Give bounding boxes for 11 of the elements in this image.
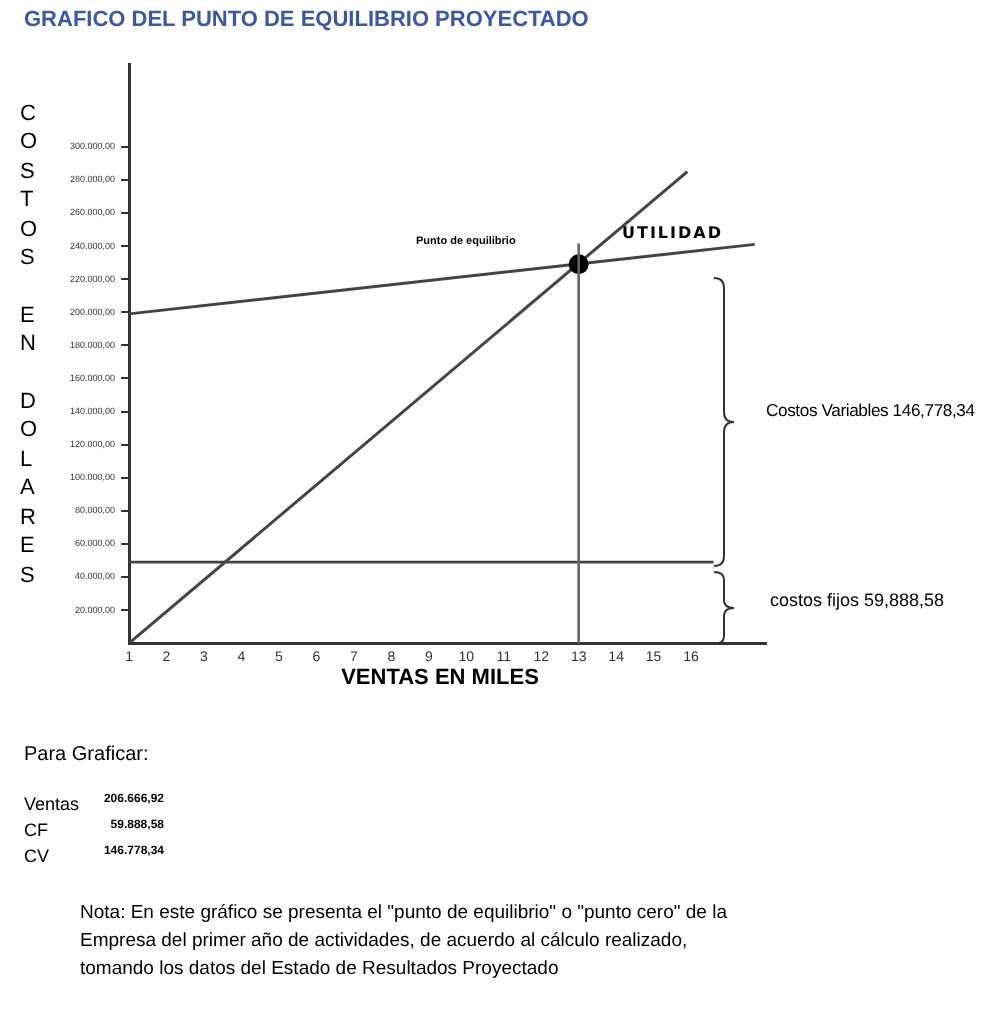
text: CF (24, 820, 50, 844)
chart-title: GRAFICO DEL PUNTO DE EQUILIBRIO PROYECTADO (24, 8, 589, 32)
annotation: UTILIDAD (622, 224, 723, 242)
text: Para Graficar: (24, 744, 151, 766)
text: costos fijos 59,888,58 (770, 590, 945, 610)
text: COSTOS EN DOLARES (20, 102, 38, 587)
text: CV (24, 846, 52, 870)
annotation: Costos Variables 146,778,34 (766, 400, 975, 420)
x-axis-title: VENTAS EN MILES (339, 666, 541, 690)
text: Nota: En este gráfico se presenta el "punto de equilibrio" o "punto cero" de la Empresa del primer año de actividades, de acuerdo al cálculo realizado, tomando los datos del Estado de Resultados Proyectado (80, 900, 729, 984)
text: Ventas (24, 794, 82, 818)
